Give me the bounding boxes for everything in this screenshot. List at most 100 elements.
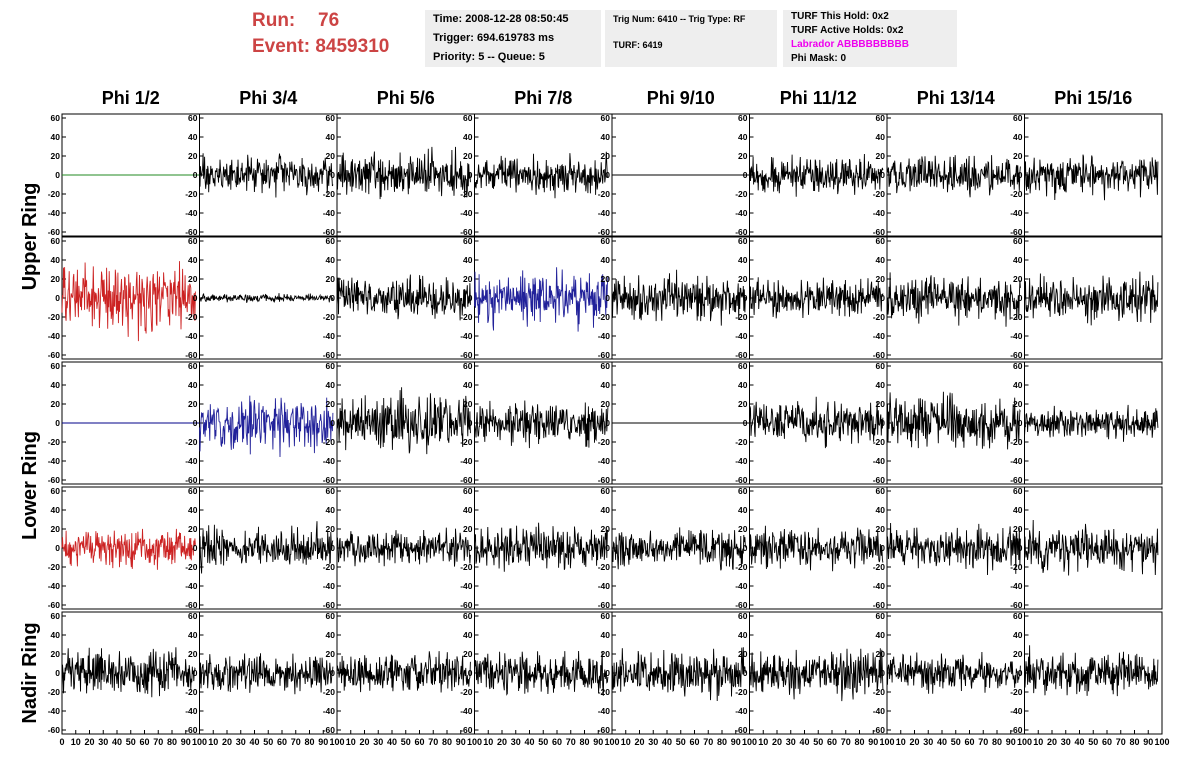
x-tick-label: 10: [346, 737, 356, 747]
y-tick-label: 0: [1018, 668, 1023, 678]
y-tick-label: -20: [323, 312, 336, 322]
y-tick-label: 20: [188, 649, 198, 659]
y-tick-label: 40: [188, 132, 198, 142]
y-tick-label: 40: [738, 380, 748, 390]
waveform-trace: [474, 267, 609, 332]
x-tick-label: 20: [772, 737, 782, 747]
x-tick-label: 50: [1088, 737, 1098, 747]
y-tick-label: -60: [48, 475, 61, 485]
column-title: Phi 15/16: [1054, 88, 1132, 108]
x-tick-label: 80: [854, 737, 864, 747]
y-tick-label: 40: [738, 505, 748, 515]
x-tick-label: 50: [951, 737, 961, 747]
y-tick-label: 60: [188, 113, 198, 123]
column-title: Phi 7/8: [514, 88, 572, 108]
x-tick-label: 60: [414, 737, 424, 747]
x-tick-label: 10: [758, 737, 768, 747]
y-tick-label: 0: [55, 170, 60, 180]
y-tick-label: 60: [601, 113, 611, 123]
y-tick-label: 40: [326, 380, 336, 390]
y-tick-label: -20: [1010, 312, 1023, 322]
y-tick-label: -20: [48, 437, 61, 447]
time-trigger-panel: Time: 2008-12-28 08:50:45 Trigger: 694.6…: [425, 10, 601, 67]
y-tick-label: -40: [185, 581, 198, 591]
y-tick-label: -40: [323, 456, 336, 466]
x-tick-label: 70: [978, 737, 988, 747]
y-tick-label: 60: [738, 611, 748, 621]
y-tick-label: 60: [463, 486, 473, 496]
waveform-trace: [61, 261, 196, 342]
y-tick-label: 20: [601, 274, 611, 284]
x-tick-label: 0: [59, 737, 64, 747]
y-tick-label: 40: [326, 132, 336, 142]
waveform-trace: [749, 525, 884, 572]
row-group-label: Lower Ring: [19, 431, 41, 540]
y-tick-label: 60: [601, 236, 611, 246]
y-tick-label: 0: [880, 170, 885, 180]
y-tick-label: -20: [598, 189, 611, 199]
y-tick-label: 20: [463, 649, 473, 659]
y-tick-label: -20: [185, 312, 198, 322]
y-tick-label: -40: [185, 706, 198, 716]
y-tick-label: -60: [598, 600, 611, 610]
x-tick-label: 40: [799, 737, 809, 747]
waveform-trace: [1024, 154, 1159, 201]
y-tick-label: 0: [330, 418, 335, 428]
y-tick-label: 40: [876, 505, 886, 515]
y-tick-label: 40: [601, 505, 611, 515]
waveform-trace: [199, 653, 334, 695]
y-tick-label: -60: [185, 475, 198, 485]
row-group-label: Upper Ring: [19, 183, 41, 291]
y-tick-label: 60: [738, 361, 748, 371]
y-tick-label: -60: [598, 475, 611, 485]
y-tick-label: 40: [51, 380, 61, 390]
y-tick-label: -20: [1010, 562, 1023, 572]
waveform-trace: [886, 155, 1021, 198]
run-value: 76: [318, 10, 340, 31]
y-tick-label: 60: [876, 113, 886, 123]
y-tick-label: -60: [735, 725, 748, 735]
y-tick-label: 60: [188, 611, 198, 621]
turf-this-hold-text: TURF This Hold: 0x2: [791, 11, 889, 22]
y-tick-label: -60: [873, 475, 886, 485]
y-tick-label: -60: [323, 227, 336, 237]
y-tick-label: 0: [1018, 418, 1023, 428]
y-tick-label: 60: [51, 361, 61, 371]
y-tick-label: 60: [876, 236, 886, 246]
y-tick-label: -60: [1010, 725, 1023, 735]
x-tick-label: 30: [236, 737, 246, 747]
y-tick-label: -40: [1010, 581, 1023, 591]
turf-hold-panel: TURF This Hold: 0x2 TURF Active Holds: 0…: [783, 10, 957, 67]
x-tick-label: 30: [373, 737, 383, 747]
y-tick-label: -20: [1010, 687, 1023, 697]
y-tick-label: 0: [468, 543, 473, 553]
waveform-trace: [749, 648, 884, 702]
y-tick-label: 40: [1013, 630, 1023, 640]
waveform-trace: [749, 277, 884, 319]
x-tick-label: 90: [1143, 737, 1153, 747]
y-tick-label: -40: [873, 331, 886, 341]
column-title: Phi 1/2: [102, 88, 160, 108]
y-tick-label: 0: [605, 543, 610, 553]
y-tick-label: -40: [185, 456, 198, 466]
y-tick-label: -40: [873, 581, 886, 591]
y-tick-label: 0: [468, 668, 473, 678]
y-tick-label: 60: [326, 361, 336, 371]
y-tick-label: 60: [876, 361, 886, 371]
y-tick-label: 40: [601, 380, 611, 390]
x-tick-label: 70: [1116, 737, 1126, 747]
y-tick-label: 0: [330, 668, 335, 678]
y-tick-label: 20: [463, 399, 473, 409]
y-tick-label: -60: [873, 600, 886, 610]
y-tick-label: 40: [1013, 255, 1023, 265]
x-tick-label: 50: [813, 737, 823, 747]
y-tick-label: -20: [598, 562, 611, 572]
y-tick-label: -60: [460, 600, 473, 610]
waveform-trace: [474, 151, 609, 199]
y-tick-label: 60: [463, 236, 473, 246]
y-tick-label: -40: [1010, 456, 1023, 466]
x-tick-label: 60: [552, 737, 562, 747]
y-tick-label: 20: [51, 524, 61, 534]
x-tick-label: 50: [401, 737, 411, 747]
x-tick-label: 80: [579, 737, 589, 747]
